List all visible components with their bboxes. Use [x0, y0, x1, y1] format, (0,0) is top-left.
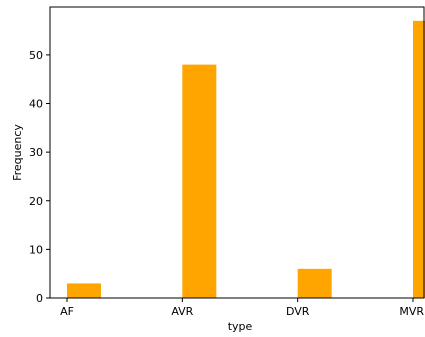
x-tick-label: AF: [60, 305, 74, 318]
plot-frame: [49, 6, 425, 299]
y-tick-label: 40: [29, 98, 43, 111]
bar-mvr: [413, 20, 425, 298]
y-tick-label: 30: [29, 146, 43, 159]
x-axis-label: type: [228, 320, 253, 333]
y-axis-label: Frequency: [11, 124, 24, 181]
bar-dvr: [297, 268, 332, 298]
y-ticks-group: 0 10 20 30 40 50: [29, 49, 50, 305]
bars-group: [67, 20, 425, 298]
x-tick-label: AVR: [171, 305, 193, 318]
bar-avr: [182, 64, 217, 298]
x-tick-label: DVR: [286, 305, 310, 318]
y-tick-label: 0: [36, 292, 43, 305]
x-ticks-group: AF AVR DVR MVR: [60, 298, 424, 318]
x-tick-label: MVR: [399, 305, 424, 318]
y-tick-label: 50: [29, 49, 43, 62]
bar-af: [67, 283, 101, 298]
y-tick-label: 10: [29, 243, 43, 256]
y-tick-label: 20: [29, 195, 43, 208]
